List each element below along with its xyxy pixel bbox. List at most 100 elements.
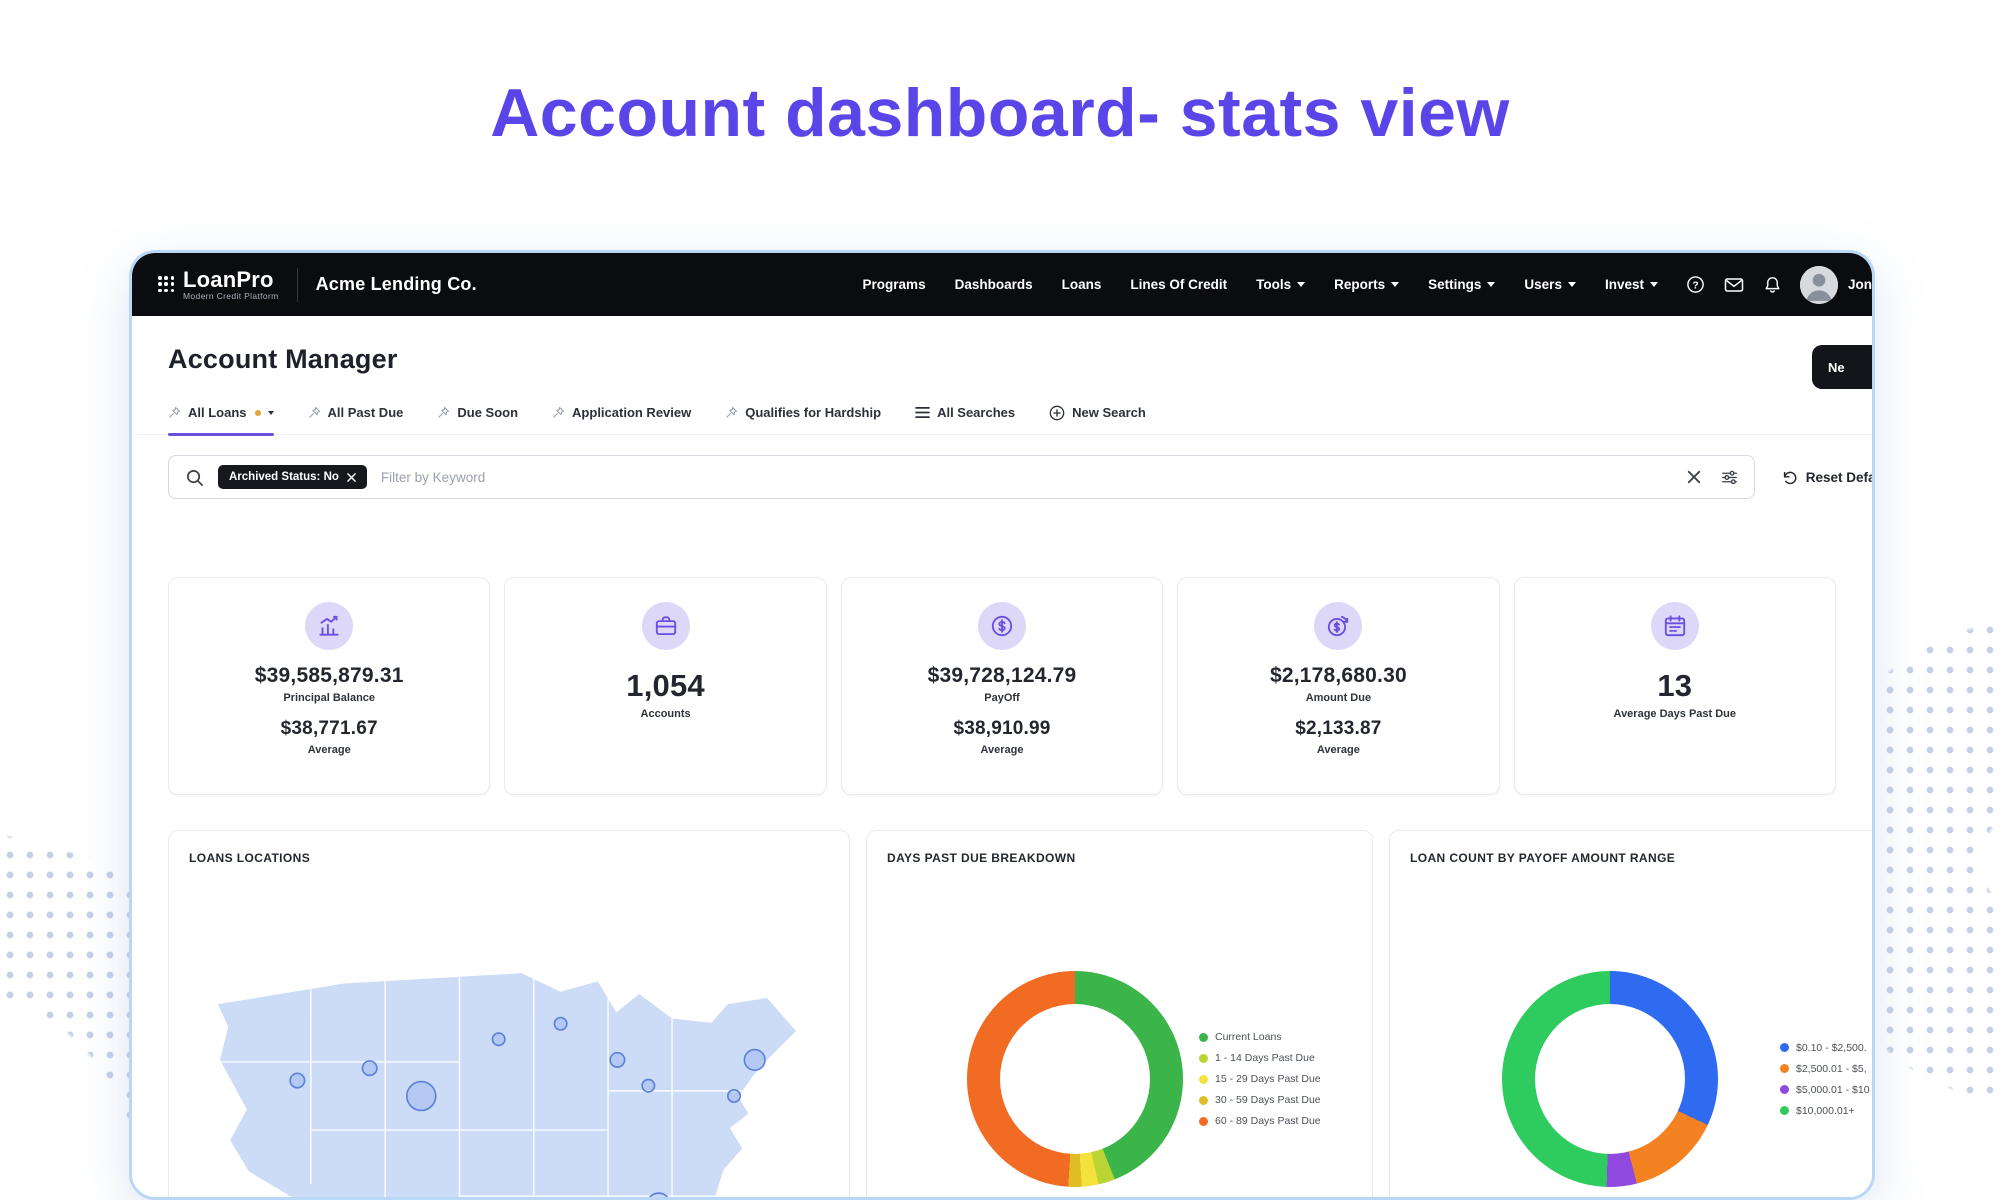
notifications-icon[interactable] bbox=[1763, 275, 1782, 295]
advanced-filters-icon[interactable] bbox=[1721, 469, 1738, 486]
pin-icon bbox=[552, 406, 565, 419]
tab-application-review[interactable]: Application Review bbox=[552, 391, 691, 435]
stat-label: Amount Due bbox=[1186, 692, 1490, 704]
stat-value: 13 bbox=[1523, 668, 1827, 704]
legend-color-dot bbox=[1199, 1033, 1208, 1042]
stat-value: 1,054 bbox=[513, 668, 817, 704]
brand-name: LoanPro bbox=[183, 269, 279, 290]
stat-card-amount-due: $2,178,680.30 Amount Due $2,133.87 Avera… bbox=[1177, 577, 1499, 795]
stats-row: $39,585,879.31 Principal Balance $38,771… bbox=[168, 577, 1836, 795]
chevron-down-icon bbox=[1487, 282, 1495, 287]
nav-item-invest[interactable]: Invest bbox=[1605, 277, 1658, 292]
stat-value: $39,728,124.79 bbox=[850, 664, 1154, 688]
legend-label: 30 - 59 Days Past Due bbox=[1215, 1094, 1321, 1106]
nav-item-lines-of-credit[interactable]: Lines Of Credit bbox=[1130, 277, 1227, 292]
nav-item-tools[interactable]: Tools bbox=[1256, 277, 1305, 292]
chevron-down-icon[interactable] bbox=[268, 411, 274, 415]
user-name[interactable]: Jon bbox=[1848, 277, 1872, 292]
legend-item: $2,500.01 - $5, bbox=[1780, 1058, 1870, 1079]
amount-due-icon bbox=[1314, 602, 1362, 650]
company-name: Acme Lending Co. bbox=[316, 274, 477, 295]
legend-item: $5,000.01 - $10 bbox=[1780, 1079, 1870, 1100]
us-map bbox=[189, 905, 829, 1200]
stat-secondary-value: $2,133.87 bbox=[1186, 718, 1490, 740]
tab-qualifies-for-hardship[interactable]: Qualifies for Hardship bbox=[725, 391, 881, 435]
nav-divider bbox=[297, 268, 298, 302]
legend-label: $5,000.01 - $10 bbox=[1796, 1084, 1870, 1096]
legend-item: 1 - 14 Days Past Due bbox=[1199, 1048, 1321, 1069]
nav-item-dashboards[interactable]: Dashboards bbox=[955, 277, 1033, 292]
search-placeholder: Filter by Keyword bbox=[381, 470, 1673, 485]
stat-secondary-label: Average bbox=[177, 744, 481, 756]
nav-menu: Programs Dashboards Loans Lines Of Credi… bbox=[863, 277, 1658, 292]
days-past-due-donut bbox=[967, 971, 1183, 1187]
nav-item-programs[interactable]: Programs bbox=[863, 277, 926, 292]
map-bubble bbox=[642, 1080, 654, 1092]
legend-color-dot bbox=[1780, 1064, 1789, 1073]
panel-title: DAYS PAST DUE BREAKDOWN bbox=[887, 851, 1352, 865]
mail-icon[interactable] bbox=[1724, 276, 1744, 294]
payoff-range-panel: LOAN COUNT BY PAYOFF AMOUNT RANGE $0.10 … bbox=[1389, 830, 1875, 1200]
legend-color-dot bbox=[1199, 1117, 1208, 1126]
legend-label: 60 - 89 Days Past Due bbox=[1215, 1115, 1321, 1127]
chevron-down-icon bbox=[1297, 282, 1305, 287]
map-bubble bbox=[744, 1050, 765, 1071]
stat-card-avg-days-past-due: 13 Average Days Past Due bbox=[1514, 577, 1836, 795]
legend-label: 1 - 14 Days Past Due bbox=[1215, 1052, 1315, 1064]
legend-label: Current Loans bbox=[1215, 1031, 1282, 1043]
days-past-due-panel: DAYS PAST DUE BREAKDOWN Current Loans 1 -… bbox=[866, 830, 1373, 1200]
chevron-down-icon bbox=[1650, 282, 1658, 287]
map-bubble bbox=[728, 1090, 740, 1102]
help-icon[interactable]: ? bbox=[1686, 275, 1705, 294]
brand-tagline: Modern Credit Platform bbox=[183, 291, 279, 301]
legend-color-dot bbox=[1199, 1054, 1208, 1063]
nav-item-users[interactable]: Users bbox=[1524, 277, 1576, 292]
all-searches-button[interactable]: All Searches bbox=[915, 391, 1015, 435]
filter-chip-archived-status[interactable]: Archived Status: No bbox=[218, 465, 367, 489]
chevron-down-icon bbox=[1391, 282, 1399, 287]
dollar-circle-icon bbox=[978, 602, 1026, 650]
search-icon bbox=[185, 468, 204, 487]
legend-color-dot bbox=[1780, 1085, 1789, 1094]
avatar[interactable] bbox=[1800, 266, 1838, 304]
search-input[interactable]: Archived Status: No Filter by Keyword bbox=[168, 455, 1755, 499]
filter-row: Archived Status: No Filter by Keyword Re… bbox=[168, 455, 1836, 499]
nav-icon-group: ? bbox=[1686, 275, 1782, 295]
app-window: LoanPro Modern Credit Platform Acme Lend… bbox=[129, 250, 1875, 1200]
notification-dot bbox=[255, 410, 261, 416]
panels-row: LOANS LOCATIONS bbox=[168, 830, 1872, 1200]
panel-title: LOANS LOCATIONS bbox=[189, 851, 829, 865]
map-bubble bbox=[610, 1053, 624, 1067]
tab-all-past-due[interactable]: All Past Due bbox=[308, 391, 404, 435]
chip-remove-icon[interactable] bbox=[347, 473, 356, 482]
plus-circle-icon bbox=[1049, 405, 1065, 421]
stat-card-accounts: 1,054 Accounts bbox=[504, 577, 826, 795]
legend-label: $10,000.01+ bbox=[1796, 1105, 1855, 1117]
tab-all-loans[interactable]: All Loans bbox=[168, 391, 274, 435]
top-nav: LoanPro Modern Credit Platform Acme Lend… bbox=[132, 253, 1872, 316]
tab-due-soon[interactable]: Due Soon bbox=[437, 391, 518, 435]
loanpro-logo[interactable]: LoanPro Modern Credit Platform bbox=[158, 269, 279, 301]
stat-value: $39,585,879.31 bbox=[177, 664, 481, 688]
new-button[interactable]: Ne bbox=[1812, 345, 1875, 389]
payoff-range-donut bbox=[1502, 971, 1718, 1187]
new-search-button[interactable]: New Search bbox=[1049, 391, 1146, 435]
reset-default-button[interactable]: Reset Default bbox=[1781, 469, 1875, 486]
chart-growth-icon bbox=[305, 602, 353, 650]
map-bubble bbox=[362, 1061, 376, 1075]
nav-item-reports[interactable]: Reports bbox=[1334, 277, 1399, 292]
pinned-search-tabs: All Loans All Past Due Due Soon Applicat… bbox=[132, 391, 1872, 435]
stat-label: Average Days Past Due bbox=[1523, 708, 1827, 720]
nav-item-loans[interactable]: Loans bbox=[1062, 277, 1102, 292]
stat-secondary-value: $38,771.67 bbox=[177, 718, 481, 740]
map-bubble bbox=[492, 1033, 504, 1045]
stat-card-principal-balance: $39,585,879.31 Principal Balance $38,771… bbox=[168, 577, 490, 795]
clear-search-icon[interactable] bbox=[1687, 470, 1701, 484]
legend-item: $0.10 - $2,500. bbox=[1780, 1037, 1870, 1058]
legend-item: Current Loans bbox=[1199, 1027, 1321, 1048]
nav-item-settings[interactable]: Settings bbox=[1428, 277, 1495, 292]
stat-secondary-label: Average bbox=[850, 744, 1154, 756]
legend-color-dot bbox=[1199, 1075, 1208, 1084]
pin-icon bbox=[725, 406, 738, 419]
page-title: Account dashboard- stats view bbox=[0, 74, 2000, 152]
